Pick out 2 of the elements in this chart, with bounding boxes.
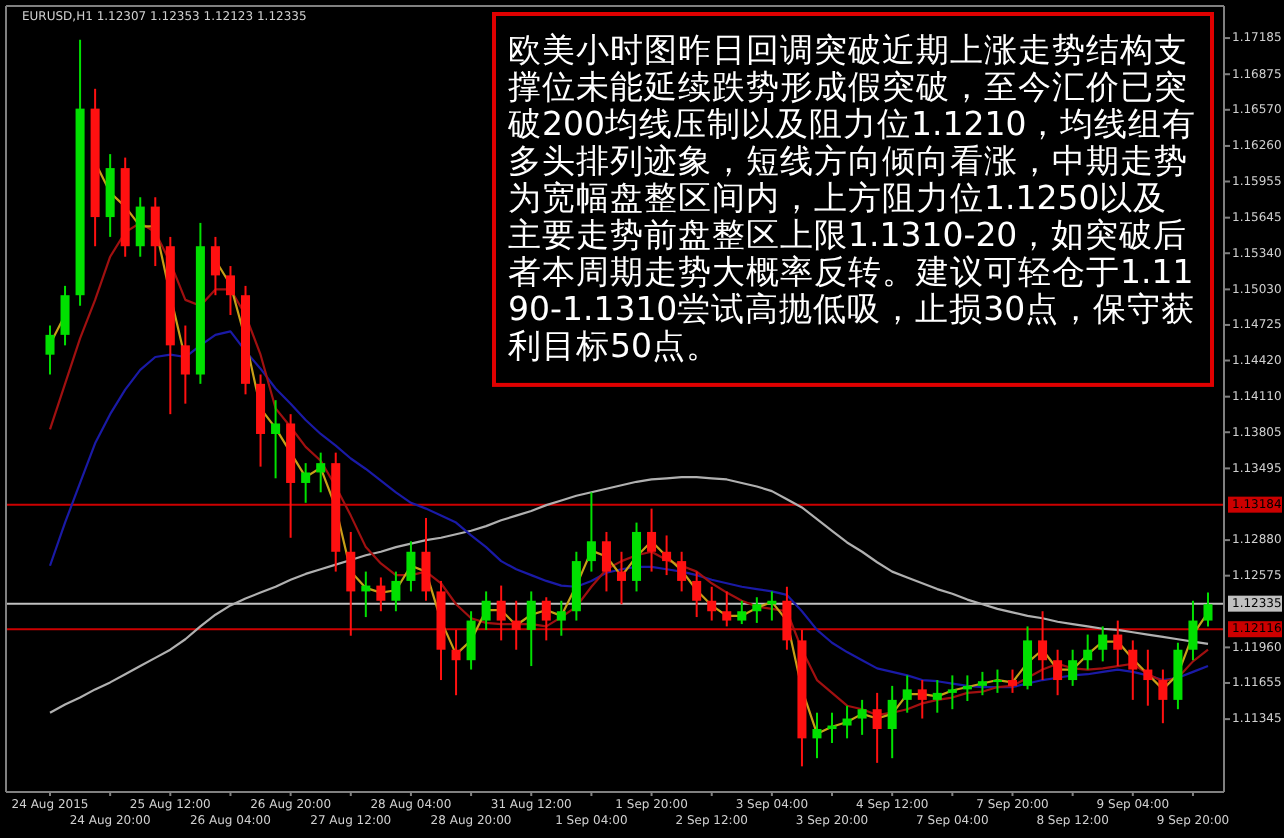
line-series: [48, 476, 1210, 714]
text: 欧美小时图昨日回调突破近期上涨走势结构支撑位未能延续跌势形成假突破，至今汇价已突破200均线压制以及阻力位1.1210，均线组有多头排列迹象，短线方向倾向看涨，中期走势为宽幅盘整区间内，上方阻力位1.1250以及主要走势前盘整区上限1.1310-20，如突破后者本周期走势大概率反转。建议可轻仓于1.1190-1.1310尝试高抛低吸，止损30点，保守获利目标50点。: [508, 31, 1197, 365]
